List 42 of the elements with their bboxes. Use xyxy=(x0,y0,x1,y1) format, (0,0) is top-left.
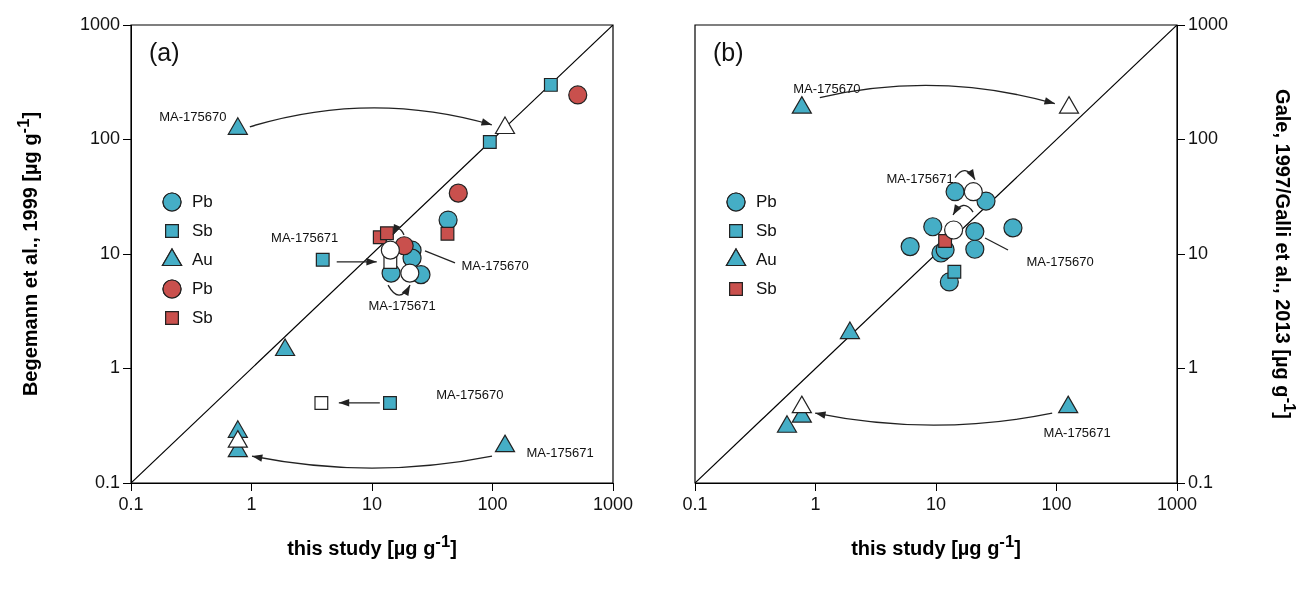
y-tick-label: 100 xyxy=(1188,128,1219,149)
y-tick-label: 10 xyxy=(1188,242,1209,263)
y-tick-label: 0.1 xyxy=(1188,471,1214,492)
annotation: MA-175670 xyxy=(793,81,861,97)
x-axis-title: this study [µg g$^{-1}$] xyxy=(287,532,457,560)
y-tick-label: 1 xyxy=(109,357,120,378)
annotation: MA-175671 xyxy=(368,297,436,313)
x-tick-label: 0.1 xyxy=(682,493,708,514)
y-tick-label: 1000 xyxy=(1188,13,1229,34)
y-tick-label: 100 xyxy=(89,128,120,149)
x-tick-label: 10 xyxy=(361,493,383,514)
x-tick-label: 1 xyxy=(810,493,821,514)
x-tick-label: 100 xyxy=(1041,493,1072,514)
legend-label: Sb xyxy=(756,278,777,298)
x-tick-label: 1000 xyxy=(592,493,634,514)
legend-label: Pb xyxy=(192,191,213,211)
annotation: MA-175670 xyxy=(461,258,529,274)
legend-label: Sb xyxy=(192,220,213,240)
x-tick-label: 100 xyxy=(477,493,508,514)
legend-label: Pb xyxy=(756,191,777,211)
y-tick-label: 1000 xyxy=(79,13,120,34)
text: (a) xyxy=(149,38,180,67)
y-tick-label: 10 xyxy=(99,242,120,263)
y-tick-label: 0.1 xyxy=(94,471,120,492)
x-axis-title: this study [µg g$^{-1}$] xyxy=(851,532,1021,560)
legend-label: Pb xyxy=(192,278,213,298)
legend-label: Au xyxy=(192,249,213,269)
x-tick-label: 1 xyxy=(246,493,257,514)
text: (b) xyxy=(713,38,744,67)
legend-label: Sb xyxy=(756,220,777,240)
annotation: MA-175671 xyxy=(1043,424,1111,440)
x-tick-label: 10 xyxy=(925,493,947,514)
annotation: MA-175671 xyxy=(886,171,954,187)
annotation: MA-175670 xyxy=(1026,253,1094,269)
annotation: MA-175670 xyxy=(436,387,504,403)
annotation: MA-175670 xyxy=(159,109,227,125)
y-tick-label: 1 xyxy=(1188,357,1199,378)
annotation: MA-175671 xyxy=(271,230,339,246)
legend-label: Au xyxy=(756,249,777,269)
legend-label: Sb xyxy=(192,307,213,327)
annotation: MA-175671 xyxy=(526,444,594,460)
x-tick-label: 0.1 xyxy=(118,493,144,514)
